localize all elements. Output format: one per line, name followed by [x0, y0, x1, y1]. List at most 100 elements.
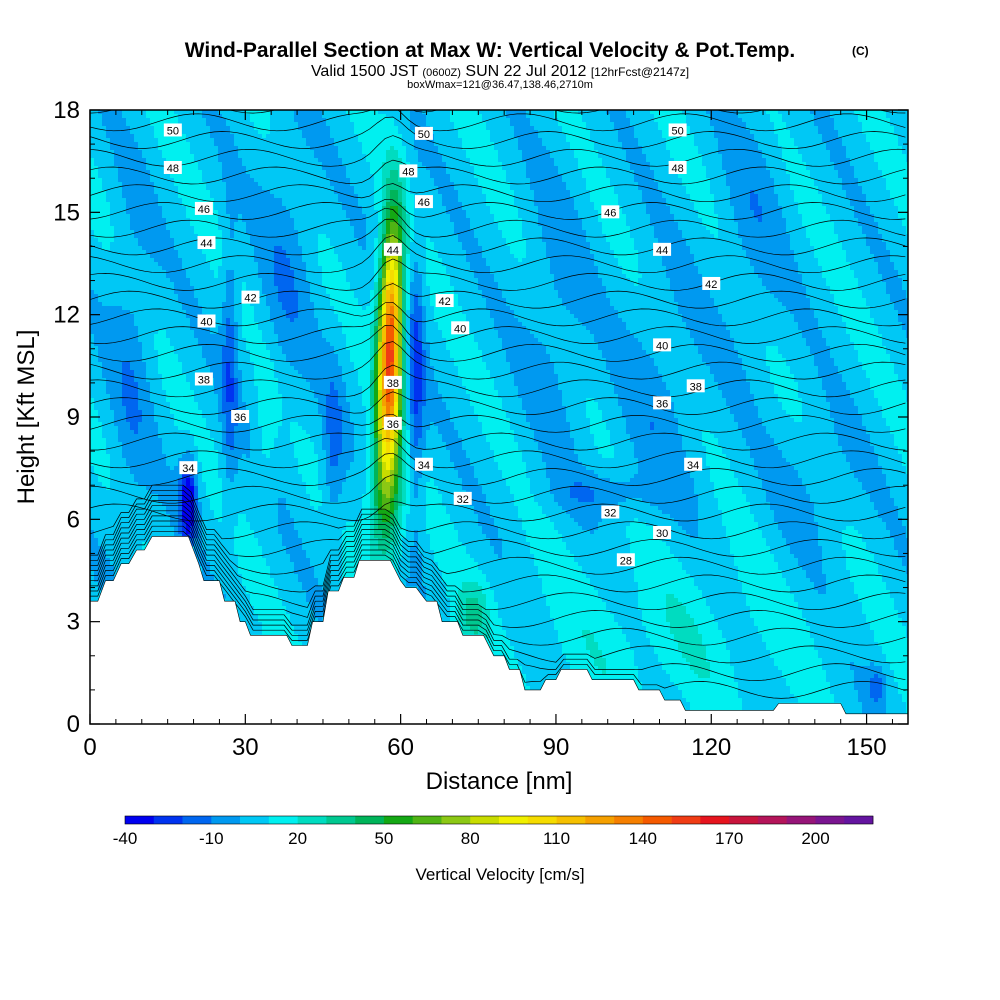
w-cell [826, 110, 831, 115]
w-cell [734, 162, 739, 167]
w-cell [882, 138, 887, 143]
w-cell [490, 190, 495, 195]
w-cell [690, 154, 695, 159]
w-cell [894, 194, 899, 199]
w-cell [194, 198, 199, 203]
w-cell [598, 154, 603, 159]
w-cell [818, 178, 823, 183]
w-cell [618, 110, 623, 115]
w-cell [410, 150, 415, 155]
w-cell [174, 110, 179, 115]
w-cell [382, 174, 387, 179]
w-cell [706, 126, 711, 131]
w-cell [538, 166, 543, 171]
w-cell [754, 138, 759, 143]
w-cell [194, 114, 199, 119]
w-cell [134, 110, 139, 115]
w-cell [478, 114, 483, 119]
w-cell [674, 158, 679, 163]
w-cell [118, 194, 123, 199]
w-cell [514, 118, 519, 123]
w-cell [374, 190, 379, 195]
w-cell [694, 130, 699, 135]
w-cell [862, 110, 867, 115]
w-cell [178, 154, 183, 159]
w-cell [290, 118, 295, 123]
w-cell [510, 174, 515, 179]
w-cell [226, 130, 231, 135]
w-cell [874, 202, 879, 207]
w-cell [654, 158, 659, 163]
w-cell [386, 186, 391, 191]
w-cell [482, 126, 487, 131]
w-cell [414, 110, 419, 115]
w-cell [466, 166, 471, 171]
w-cell [374, 166, 379, 171]
w-cell [598, 134, 603, 139]
w-cell [310, 166, 315, 171]
w-cell [318, 114, 323, 119]
w-cell [850, 150, 855, 155]
w-cell [566, 134, 571, 139]
w-cell [110, 198, 115, 203]
w-cell [266, 158, 271, 163]
w-cell [618, 138, 623, 143]
w-cell [290, 134, 295, 139]
w-cell [446, 174, 451, 179]
w-cell [242, 166, 247, 171]
w-cell [262, 202, 267, 207]
w-cell [806, 182, 811, 187]
w-cell [802, 170, 807, 175]
w-cell [906, 158, 908, 163]
w-cell [662, 162, 667, 167]
w-cell [806, 166, 811, 171]
w-cell [434, 150, 439, 155]
w-cell [350, 130, 355, 135]
w-cell [434, 170, 439, 175]
w-cell [798, 182, 803, 187]
w-cell [90, 198, 95, 203]
w-cell [786, 194, 791, 199]
w-cell [850, 178, 855, 183]
w-cell [226, 154, 231, 159]
w-cell [726, 114, 731, 119]
w-cell [350, 170, 355, 175]
w-cell [518, 202, 523, 207]
w-cell [370, 130, 375, 135]
w-cell [786, 110, 791, 115]
w-cell [342, 110, 347, 115]
w-cell [318, 194, 323, 199]
w-cell [586, 198, 591, 203]
w-cell [530, 202, 535, 207]
w-cell [422, 138, 427, 143]
w-cell [826, 166, 831, 171]
w-cell [354, 138, 359, 143]
w-cell [886, 190, 891, 195]
w-cell [274, 158, 279, 163]
w-cell [834, 154, 839, 159]
w-cell [898, 174, 903, 179]
w-cell [686, 182, 691, 187]
w-cell [230, 186, 235, 191]
w-cell [590, 170, 595, 175]
w-cell [118, 206, 123, 211]
w-cell [482, 154, 487, 159]
w-cell [494, 142, 499, 147]
w-cell [626, 202, 631, 207]
w-cell [154, 126, 159, 131]
w-cell [202, 158, 207, 163]
w-cell [514, 122, 519, 127]
w-cell [586, 154, 591, 159]
w-cell [570, 118, 575, 123]
w-cell [786, 126, 791, 131]
w-cell [222, 206, 227, 211]
w-cell [778, 134, 783, 139]
w-cell [410, 114, 415, 119]
w-cell [894, 186, 899, 191]
w-cell [846, 110, 851, 115]
w-cell [198, 110, 203, 115]
w-cell [294, 190, 299, 195]
w-cell [738, 114, 743, 119]
w-cell [854, 122, 859, 127]
w-cell [170, 158, 175, 163]
